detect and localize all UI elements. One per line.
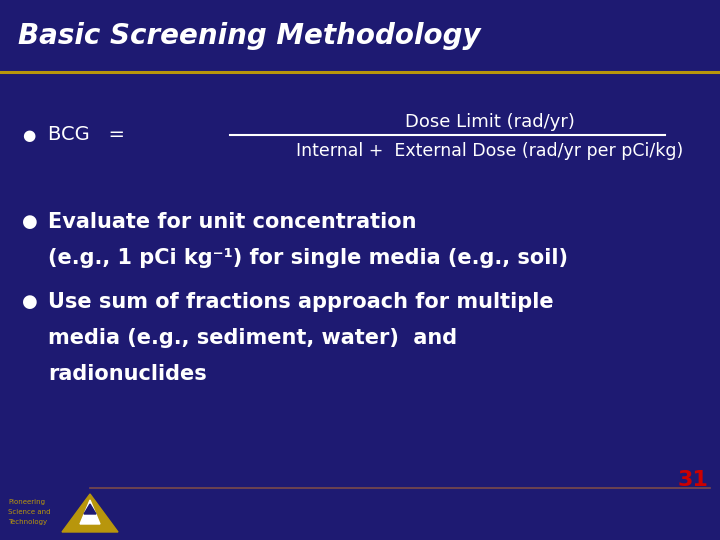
Text: Basic Screening Methodology: Basic Screening Methodology — [18, 22, 481, 50]
Text: Internal +  External Dose (rad/yr per pCi/kg): Internal + External Dose (rad/yr per pCi… — [297, 142, 683, 160]
Text: media (e.g., sediment, water)  and: media (e.g., sediment, water) and — [48, 328, 457, 348]
Text: (e.g., 1 pCi kg⁻¹) for single media (e.g., soil): (e.g., 1 pCi kg⁻¹) for single media (e.g… — [48, 248, 568, 268]
Text: Use sum of fractions approach for multiple: Use sum of fractions approach for multip… — [48, 292, 554, 312]
Text: Technology: Technology — [8, 519, 47, 525]
Text: ●: ● — [22, 127, 35, 143]
Text: BCG   =: BCG = — [48, 125, 125, 145]
Text: Pioneering: Pioneering — [8, 499, 45, 505]
Text: Evaluate for unit concentration: Evaluate for unit concentration — [48, 212, 416, 232]
Polygon shape — [84, 504, 96, 514]
Text: Dose Limit (rad/yr): Dose Limit (rad/yr) — [405, 113, 575, 131]
Text: 31: 31 — [677, 470, 708, 490]
Text: Science and: Science and — [8, 509, 50, 515]
Text: ●: ● — [22, 213, 37, 231]
Polygon shape — [80, 500, 100, 524]
Bar — [0, 0, 720, 72]
Polygon shape — [62, 494, 118, 532]
Text: ●: ● — [22, 293, 37, 311]
Text: radionuclides: radionuclides — [48, 364, 207, 384]
